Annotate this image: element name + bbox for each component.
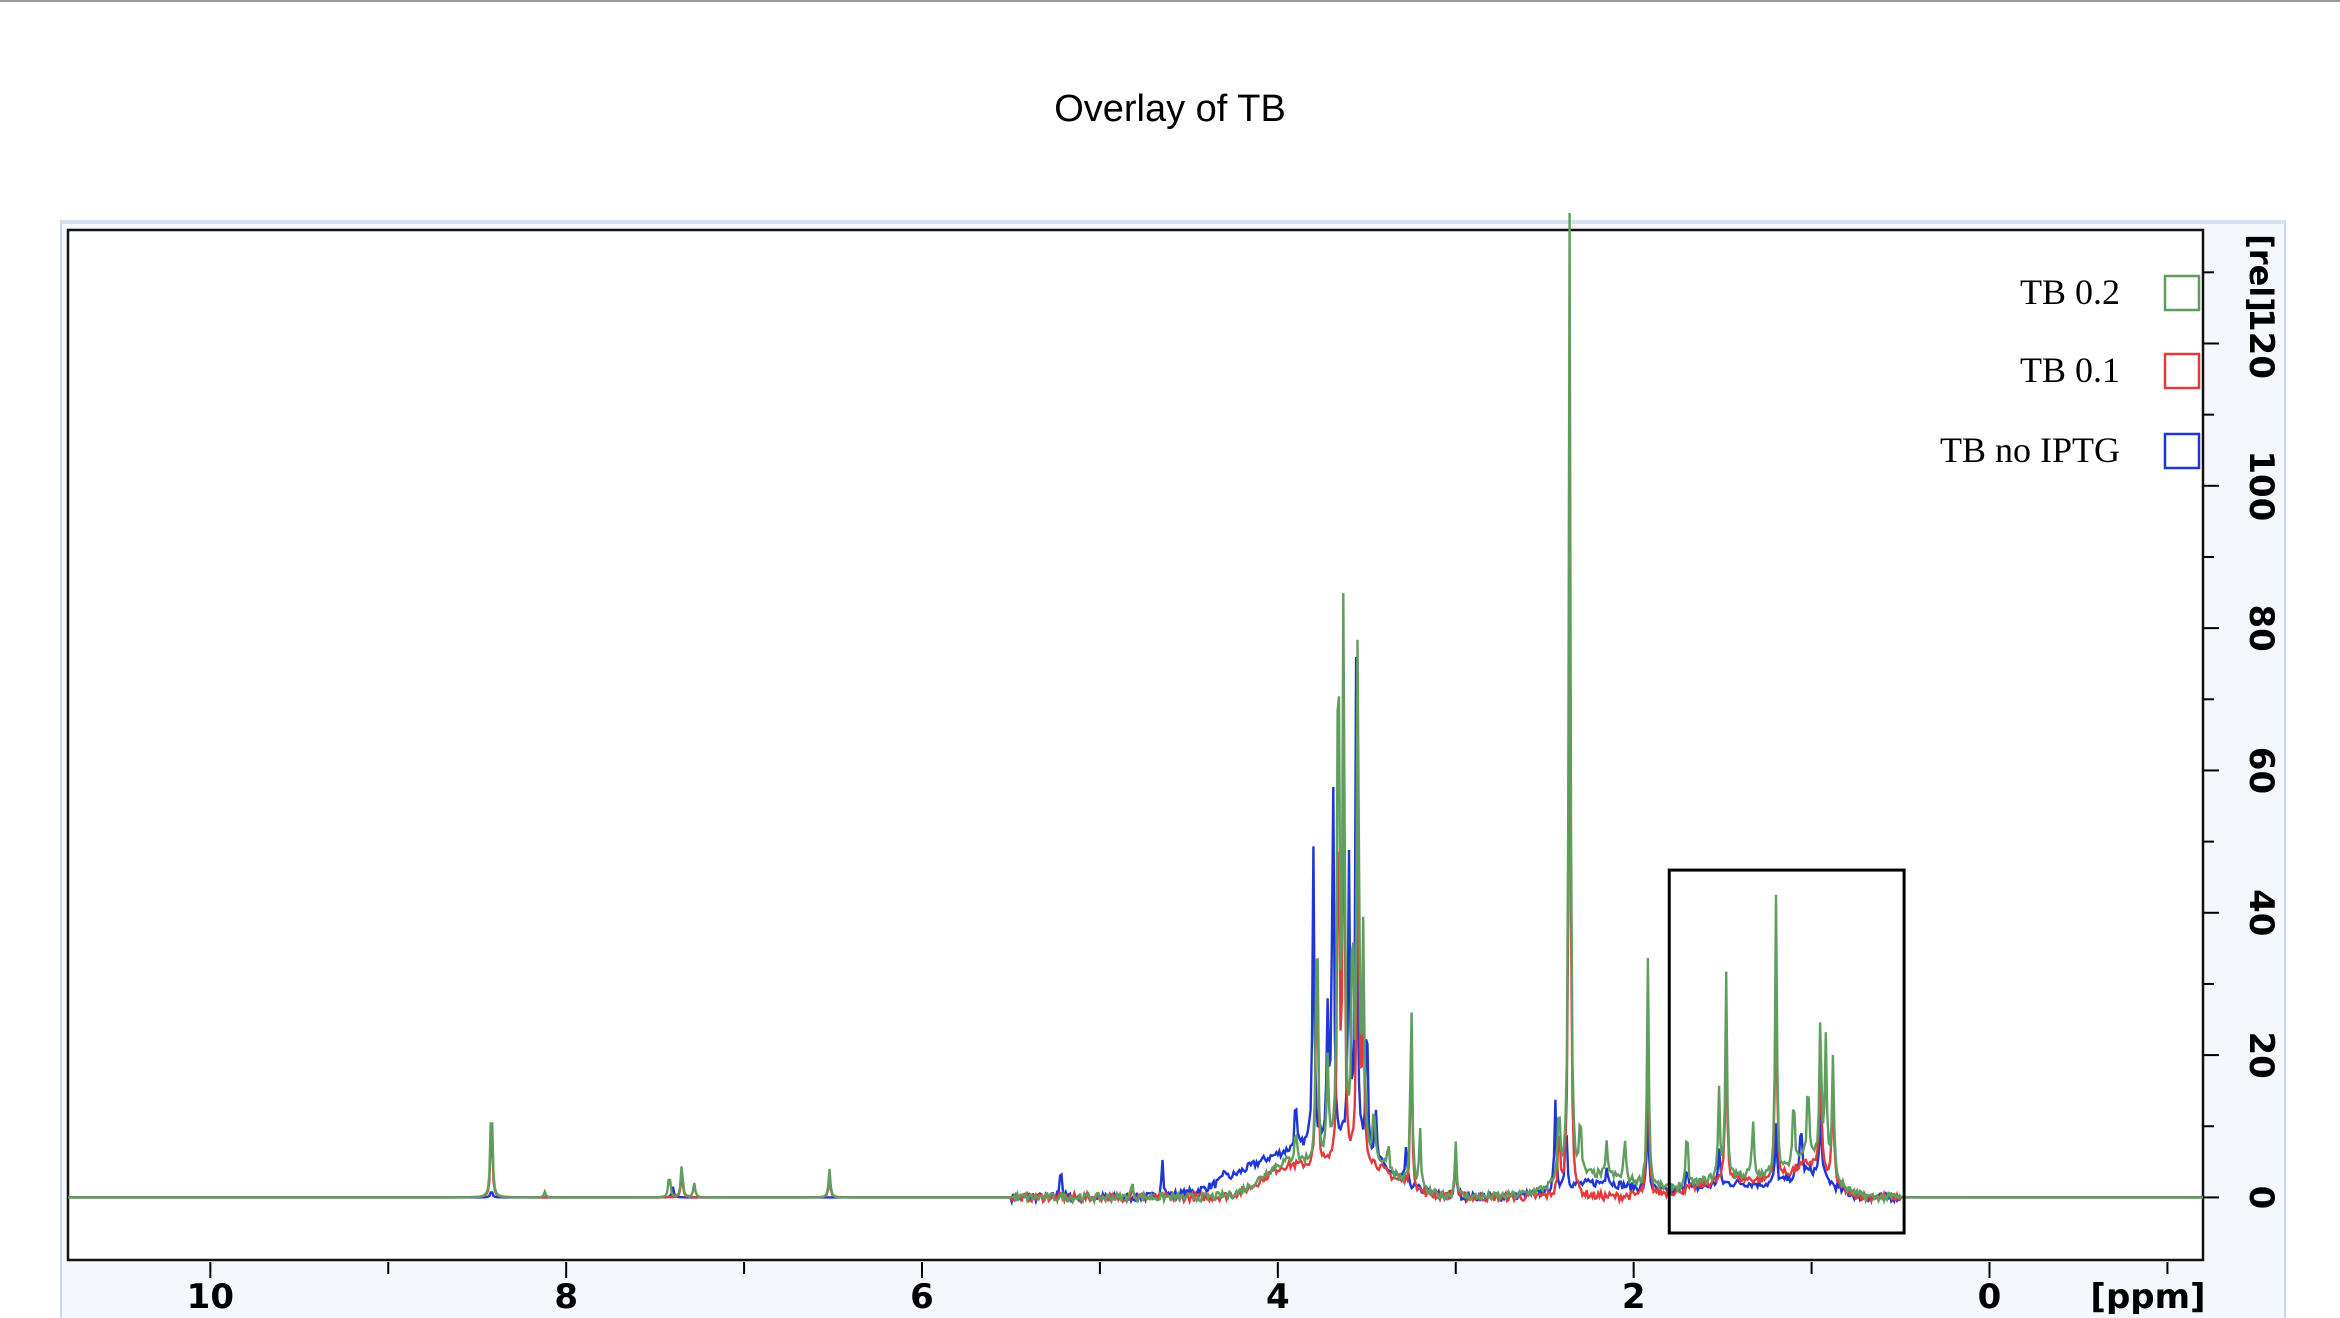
- y-axis: 0 20 40 60 80 100 120[rel]: [2203, 234, 2281, 1209]
- legend-swatch: [2163, 352, 2201, 390]
- y-tick-label: 80: [2241, 604, 2281, 651]
- legend-swatch: [2163, 274, 2201, 312]
- annotation-layer: [1667, 868, 1906, 1235]
- y-tick-label: 40: [2241, 889, 2281, 936]
- x-tick-label: 8: [554, 1277, 578, 1314]
- legend: TB 0.2 TB 0.1 TB no IPTG: [1940, 272, 2201, 470]
- x-axis-label: [ppm]: [2090, 1277, 2205, 1314]
- x-tick-label: 0: [1978, 1277, 2002, 1314]
- plot-area: [66, 228, 2205, 1262]
- y-tick-label: 100: [2241, 450, 2281, 521]
- x-tick-label: 10: [187, 1277, 234, 1314]
- y-tick-label: 0: [2241, 1186, 2281, 1210]
- x-tick-label: 6: [910, 1277, 934, 1314]
- legend-label: TB 0.1: [2020, 350, 2120, 390]
- top-rule: [0, 0, 2340, 2]
- y-tick-label: 120: [2241, 308, 2281, 379]
- x-axis: 10 8 6 4 2 0 [ppm]: [187, 1262, 2206, 1314]
- x-tick-label: 4: [1266, 1277, 1290, 1314]
- legend-label: TB no IPTG: [1940, 430, 2120, 470]
- legend-label: TB 0.2: [2020, 272, 2120, 312]
- x-tick-label: 2: [1622, 1277, 1646, 1314]
- legend-swatch: [2163, 432, 2201, 470]
- y-tick-label: 60: [2241, 747, 2281, 794]
- highlight-box: [1667, 868, 1906, 1235]
- series-layer: [68, 212, 2203, 1207]
- y-tick-label: 20: [2241, 1031, 2281, 1078]
- series-line-tb-0-2: [68, 212, 2203, 1206]
- y-axis-label: [rel]: [2242, 234, 2280, 312]
- chart-title: Overlay of TB: [1054, 88, 1286, 130]
